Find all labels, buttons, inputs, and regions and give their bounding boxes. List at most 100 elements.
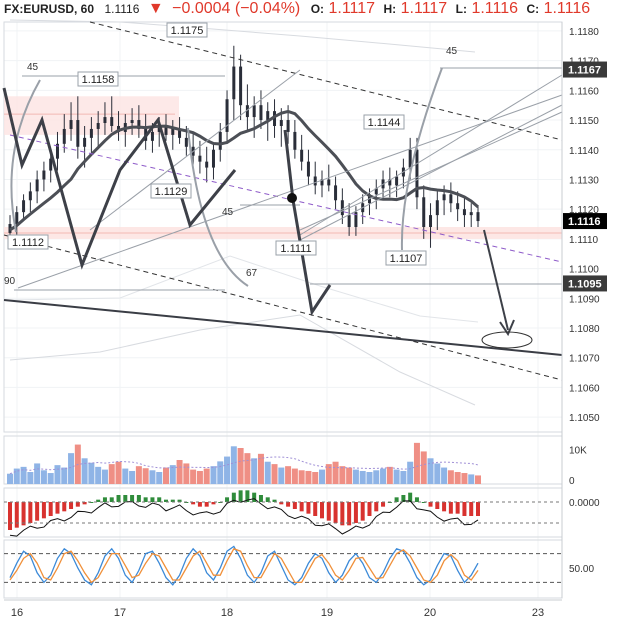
macd-histogram-bar [102, 497, 107, 502]
candle-body [22, 200, 26, 213]
macd-histogram-bar [394, 497, 399, 502]
volume-bar [325, 464, 332, 484]
candle-body [340, 200, 344, 216]
fib-arc [187, 127, 249, 287]
macd-histogram-bar [258, 495, 263, 502]
high-label: H: [384, 2, 397, 16]
projection-arrow [483, 229, 509, 331]
zigzag-pattern [2, 87, 237, 270]
macd-histogram-bar [238, 490, 243, 502]
volume-bar [332, 461, 339, 484]
candle-body [266, 111, 270, 121]
candle-body [83, 137, 87, 147]
candle-body [395, 176, 399, 186]
volume-bar [251, 458, 258, 484]
price-badge [563, 275, 607, 292]
candle-body [69, 120, 73, 129]
volume-bar [264, 461, 271, 484]
candle-body [449, 194, 453, 204]
macd-histogram-bar [197, 502, 202, 507]
fib-arc [10, 79, 41, 233]
change-arrow-icon: ▼ [148, 0, 164, 17]
volume-bar [434, 463, 441, 484]
candle-body [232, 66, 236, 100]
volume-bar [298, 470, 305, 484]
close-label: C: [526, 2, 539, 16]
macd-histogram-bar [421, 502, 426, 503]
macd-histogram-bar [211, 502, 216, 505]
volume-bar [196, 470, 203, 484]
candle-body [35, 179, 39, 192]
price-annotation-box [385, 250, 427, 266]
candle-body [300, 149, 304, 162]
macd-histogram-bar [408, 492, 413, 502]
candle-body [442, 194, 446, 201]
macd-histogram-bar [414, 497, 419, 502]
macd-histogram-bar [28, 502, 33, 523]
macd-histogram-bar [225, 497, 230, 502]
macd-histogram-bar [347, 502, 352, 526]
volume-bar [257, 453, 264, 484]
macd-histogram-bar [130, 495, 135, 502]
candle-body [462, 209, 466, 216]
price-badge [563, 213, 607, 230]
macd-histogram-bar [448, 502, 453, 514]
volume-bar [447, 470, 454, 484]
macd-histogram-bar [69, 502, 74, 509]
volume-bar [142, 468, 149, 484]
volume-bar [352, 469, 359, 484]
volume-bar [176, 460, 183, 484]
price-annotation: 1.1112 [12, 237, 44, 249]
fib-label: 45 [222, 207, 234, 218]
stochastic-pane: 50.00 [4, 545, 594, 586]
candle-body [150, 131, 154, 141]
candle-body [49, 158, 53, 171]
candle-body [415, 149, 419, 198]
macd-histogram-bar [231, 492, 236, 502]
candle-body [259, 105, 263, 121]
macd-histogram-bar [469, 502, 474, 516]
candle-body [211, 149, 215, 168]
price-tick-label: 1.1110 [569, 235, 599, 246]
candle-body [103, 117, 107, 124]
macd-histogram-bar [306, 502, 311, 514]
pitchfork-line-1 [17, 94, 563, 289]
pitchfork-line-5 [89, 69, 301, 231]
price-badge-label: 1.1095 [568, 278, 602, 290]
macd-histogram-bar [340, 502, 345, 526]
volume-bar [40, 470, 47, 484]
candle-body [334, 185, 338, 201]
macd-histogram-bar [157, 497, 162, 502]
macd-histogram-bar [89, 502, 94, 503]
macd-histogram-bar [191, 502, 196, 505]
price-badge-label: 1.1116 [568, 216, 600, 228]
candle-body [476, 212, 480, 222]
last-price: 1.1116 [104, 2, 139, 16]
volume-bar [319, 469, 325, 484]
macd-histogram-bar [204, 502, 209, 507]
volume-bar [285, 466, 292, 484]
candle-body [354, 212, 358, 227]
time-tick-label: 19 [321, 607, 333, 619]
macd-histogram-bar [164, 499, 168, 502]
candle-body [55, 143, 59, 159]
price-annotation: 1.1144 [368, 117, 401, 129]
candle-body [15, 212, 19, 225]
volume-bar [217, 461, 224, 484]
trendline-support [3, 299, 563, 356]
volume-average-line [9, 456, 479, 475]
macd-histogram-bar [326, 502, 331, 521]
candle-body [205, 161, 209, 168]
macd-histogram-bar [272, 499, 277, 502]
macd-histogram-bar [41, 502, 46, 519]
macd-histogram-bar [82, 502, 87, 505]
price-annotation-box [77, 71, 119, 87]
macd-histogram-bar [292, 502, 297, 509]
macd-histogram-bar [313, 502, 318, 516]
price-annotation: 1.1107 [390, 253, 423, 265]
candle-body [198, 155, 202, 162]
candle-body [130, 120, 134, 124]
header-line: FX:EURUSD, 60 1.1116 ▼ −0.0004 (−0.04%) … [4, 0, 590, 17]
